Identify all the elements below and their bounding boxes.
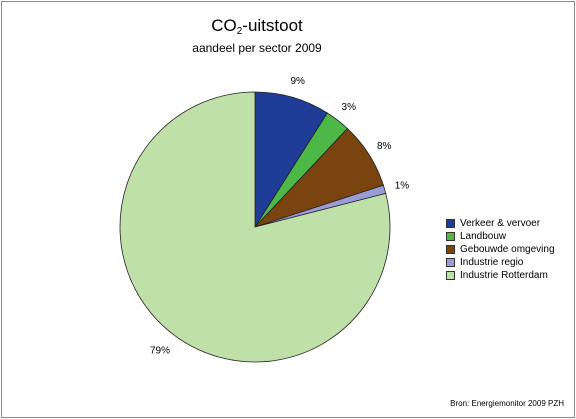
chart-title: CO2-uitstoot (211, 16, 303, 37)
legend-label: Landbouw (460, 231, 507, 242)
legend-item-industrie-rotterdam: Industrie Rotterdam (446, 269, 555, 282)
legend-item-landbouw: Landbouw (446, 230, 555, 243)
legend-item-verkeer-vervoer: Verkeer & vervoer (446, 217, 555, 230)
pie-slice-industrie-rotterdam (119, 91, 391, 363)
legend-label: Verkeer & vervoer (460, 218, 541, 229)
chart-subtitle: aandeel per sector 2009 (192, 41, 322, 55)
legend-label: Industrie regio (460, 257, 524, 268)
legend-item-industrie-regio: Industrie regio (446, 256, 555, 269)
data-label-gebouwde-omgeving: 8% (377, 141, 392, 152)
legend-swatch (446, 271, 455, 280)
data-label-verkeer-vervoer: 9% (290, 76, 305, 87)
legend-label: Industrie Rotterdam (460, 270, 548, 281)
source-note: Bron: Energiemonitor 2009 PZH (450, 399, 564, 408)
legend-swatch (446, 245, 455, 254)
legend: Verkeer & vervoer Landbouw Gebouwde omgevi… (446, 217, 555, 282)
data-label-landbouw: 3% (342, 102, 357, 113)
legend-swatch (446, 232, 455, 241)
legend-item-gebouwde-omgeving: Gebouwde omgeving (446, 243, 555, 256)
legend-swatch (446, 219, 455, 228)
legend-label: Gebouwde omgeving (460, 244, 555, 255)
data-label-industrie-rotterdam: 79% (150, 345, 170, 356)
legend-swatch (446, 258, 455, 267)
data-label-industrie-regio: 1% (395, 180, 410, 191)
